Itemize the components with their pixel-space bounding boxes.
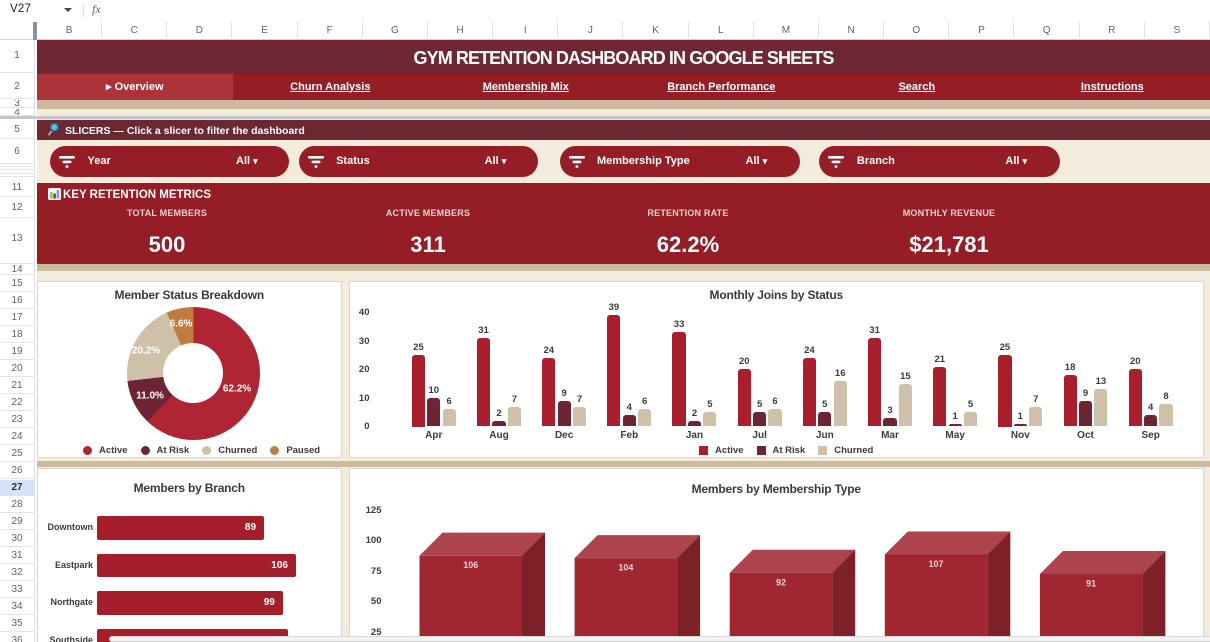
svg-text:104: 104 [618, 563, 633, 573]
svg-text:107: 107 [928, 559, 943, 569]
svg-text:92: 92 [775, 577, 785, 587]
svg-text:106: 106 [463, 560, 478, 570]
svg-text:91: 91 [1086, 578, 1096, 588]
